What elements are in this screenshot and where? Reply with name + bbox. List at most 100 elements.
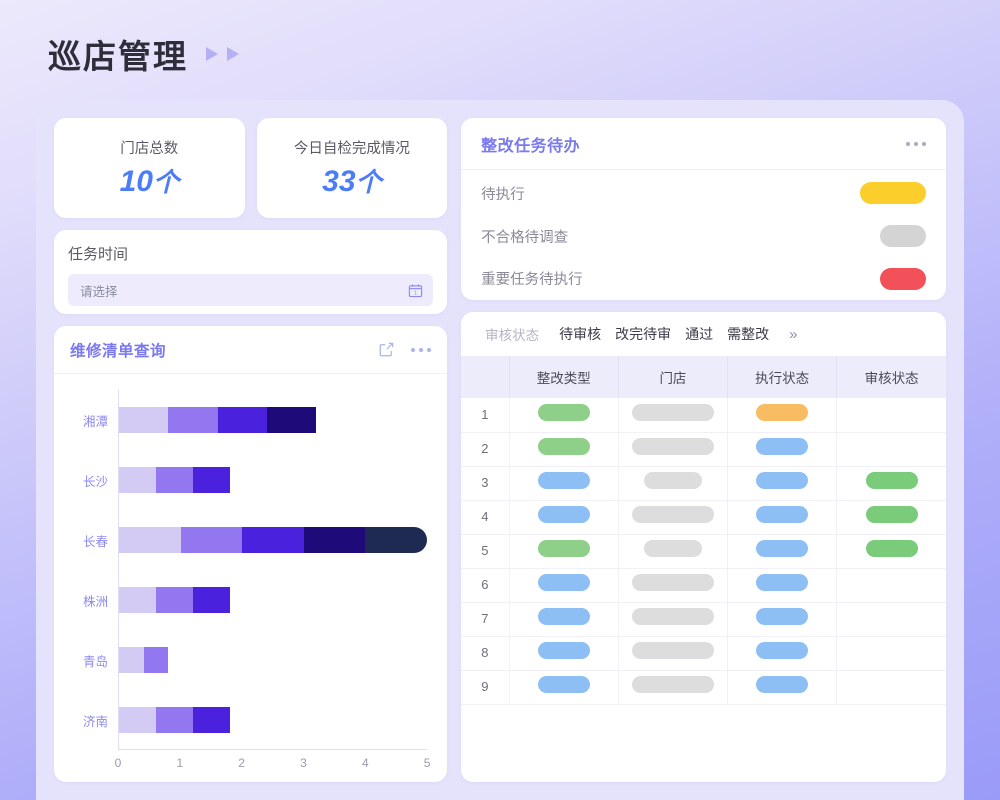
share-external-icon[interactable] <box>378 341 395 358</box>
cell-placeholder-3 <box>836 602 946 637</box>
bar-row: 长春 <box>62 510 428 570</box>
filter-tab-2[interactable]: 通过 <box>685 326 714 342</box>
stat-cards: 门店总数 10个 今日自检完成情况 33个 <box>54 118 448 218</box>
calendar-icon[interactable]: 1 <box>408 283 423 298</box>
stat-unit: 个 <box>355 167 382 197</box>
bar-track <box>118 450 427 510</box>
table-row[interactable]: 6 <box>461 568 946 603</box>
table-row[interactable]: 8 <box>461 636 946 671</box>
table-row[interactable]: 2 <box>461 432 946 467</box>
stat-card-store-count[interactable]: 门店总数 10个 <box>54 118 245 218</box>
status-badge <box>756 608 809 625</box>
status-badge <box>537 438 590 455</box>
cell-placeholder-3 <box>836 432 946 467</box>
stat-unit: 个 <box>152 167 179 197</box>
status-badge <box>537 540 590 557</box>
status-badge <box>643 540 702 557</box>
more-horizontal-icon[interactable] <box>411 347 432 352</box>
cell-placeholder-0 <box>509 500 619 535</box>
table-row[interactable]: 7 <box>461 602 946 637</box>
left-column: 门店总数 10个 今日自检完成情况 33个 任务时间 请选择 <box>54 118 448 782</box>
stacked-bar[interactable] <box>119 407 365 433</box>
todo-item[interactable]: 待执行 <box>481 172 926 215</box>
filter-bar-label: 审核状态 <box>485 328 540 343</box>
status-badge <box>537 574 590 591</box>
table-row[interactable]: 1 <box>461 398 946 433</box>
todo-item-label: 不合格待调查 <box>481 229 569 246</box>
status-badge <box>631 676 714 693</box>
task-time-date-picker[interactable]: 请选择 1 <box>68 274 434 306</box>
status-badge <box>537 472 590 489</box>
cell-placeholder-0 <box>509 602 619 637</box>
bar-segment <box>192 587 230 613</box>
stacked-bar[interactable] <box>119 587 304 613</box>
bar-category-label: 长沙 <box>82 474 108 489</box>
bar-row: 株洲 <box>62 570 427 630</box>
todo-list: 待执行不合格待调查 重要任务待执行 <box>461 170 946 300</box>
audit-status-filter-bar: 审核状态 待审核 改完待审 通过 需整改 » <box>461 312 946 356</box>
stacked-bar[interactable] <box>119 467 304 493</box>
stat-value: 33个 <box>322 162 381 199</box>
table-row[interactable]: 3 <box>461 466 946 501</box>
table-row[interactable]: 5 <box>461 534 946 569</box>
col-header-rect-type: 整改类型 <box>509 356 619 398</box>
bar-track <box>118 690 427 750</box>
todo-item[interactable]: 不合格待调查 <box>481 215 926 258</box>
cell-placeholder-1 <box>618 398 729 433</box>
filter-tab-0[interactable]: 待审核 <box>559 326 602 342</box>
cell-placeholder-0 <box>509 636 619 671</box>
dashboard-container: 门店总数 10个 今日自检完成情况 33个 任务时间 请选择 <box>36 100 964 800</box>
bar-segment <box>303 527 366 553</box>
bar-row: 湘潭 <box>62 390 427 450</box>
right-column: 整改任务待办 待执行 不合格待调查 重要任务待执行 审核状态 待审核 改完待审 通过… <box>461 118 946 782</box>
x-tick-label: 2 <box>238 756 245 770</box>
col-header-store: 门店 <box>618 356 729 398</box>
cell-placeholder-1 <box>618 432 729 467</box>
filter-tab-1[interactable]: 改完待审 <box>615 326 672 342</box>
stacked-bar[interactable] <box>119 707 304 733</box>
filter-overflow-icon[interactable]: » <box>789 325 798 343</box>
stat-label: 今日自检完成情况 <box>293 141 410 157</box>
x-tick-label: 1 <box>176 756 184 770</box>
col-header-index <box>461 356 510 398</box>
cell-placeholder-3 <box>836 670 946 705</box>
col-header-audit-status: 审核状态 <box>836 356 946 398</box>
filter-tab-3[interactable]: 需整改 <box>727 326 770 342</box>
todo-item-label: 重要任务待执行 <box>481 272 583 289</box>
cell-placeholder-2 <box>727 602 838 637</box>
status-badge <box>537 403 590 421</box>
cell-placeholder-3 <box>836 568 946 603</box>
cell-placeholder-1 <box>618 466 729 501</box>
bar-segment <box>119 647 144 673</box>
x-axis-ticks: 0 1 2 3 4 5 <box>115 754 431 774</box>
cell-placeholder-1 <box>618 602 729 637</box>
bar-category-label: 株洲 <box>82 594 108 609</box>
rectification-table-card: 审核状态 待审核 改完待审 通过 需整改 » 整改类型 门店 执行状态 审 <box>461 312 946 782</box>
todo-status-bar <box>880 225 926 247</box>
table-row[interactable]: 9 <box>461 670 946 705</box>
more-horizontal-icon[interactable] <box>906 141 926 146</box>
cell-row-index: 3 <box>461 466 510 501</box>
bar-row: 青岛 <box>62 630 427 690</box>
page-title: 巡店管理 <box>48 38 188 75</box>
bar-segment <box>242 527 304 553</box>
stat-card-today-selfcheck[interactable]: 今日自检完成情况 33个 <box>256 118 448 218</box>
cell-placeholder-1 <box>618 534 729 569</box>
cell-placeholder-2 <box>727 568 838 603</box>
cell-placeholder-2 <box>727 636 838 671</box>
status-badge <box>756 472 809 489</box>
status-badge <box>631 608 714 625</box>
todo-item[interactable]: 重要任务待执行 <box>481 257 926 300</box>
table-row[interactable]: 4 <box>461 500 946 535</box>
status-badge <box>756 506 809 523</box>
status-badge <box>865 506 918 523</box>
cell-row-index: 1 <box>461 398 510 433</box>
stacked-bar[interactable] <box>119 647 242 673</box>
cell-placeholder-0 <box>509 432 619 467</box>
cell-placeholder-2 <box>727 534 838 569</box>
stacked-bar[interactable] <box>119 527 428 553</box>
cell-placeholder-0 <box>509 534 619 569</box>
stat-number: 10 <box>119 165 153 198</box>
bar-category-label: 青岛 <box>82 654 108 669</box>
